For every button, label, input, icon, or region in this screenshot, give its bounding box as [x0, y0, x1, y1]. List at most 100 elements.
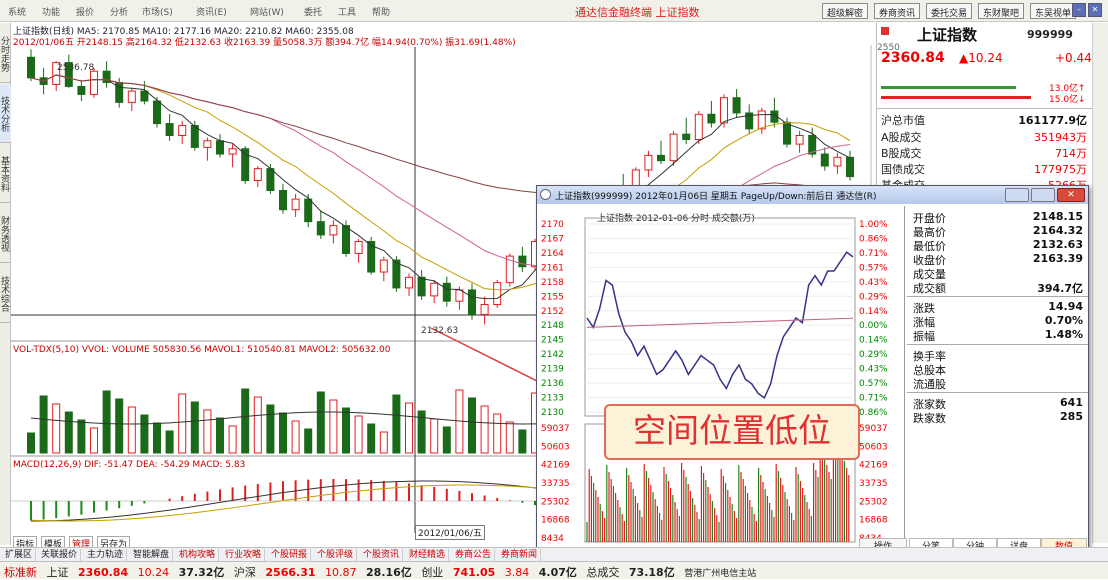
sub-tab[interactable]: 智能解盘: [130, 549, 174, 561]
sub-tab[interactable]: 行业攻略: [222, 549, 266, 561]
popup-maximize-button[interactable]: [1031, 188, 1055, 202]
sub-tab[interactable]: 关联报价: [38, 549, 82, 561]
sub-tab[interactable]: 个股评级: [314, 549, 358, 561]
chart-ma-header: 上证指数(日线) MA5: 2170.85 MA10: 2177.16 MA20…: [13, 27, 354, 37]
candle-body: [266, 168, 275, 192]
quote-change: ▲10.24: [959, 51, 1003, 65]
left-view-tabs: 分时走势 技术分析 基本资料 财务透视 技术综合: [0, 23, 11, 545]
sub-tab[interactable]: 机构攻略: [176, 549, 220, 561]
super-decrypt-button[interactable]: 超级解密: [822, 3, 869, 19]
candle-body: [354, 241, 363, 254]
volume-bar: [379, 431, 388, 454]
broker-info-button[interactable]: 券商资讯: [874, 3, 921, 19]
candle-body: [682, 133, 691, 140]
volume-bar: [253, 396, 262, 454]
close-icon[interactable]: ✕: [1088, 3, 1102, 17]
status-bar: 标准新 上证 2360.84 10.24 37.32亿 沪深 2566.31 1…: [0, 561, 1108, 579]
stat-row: 流通股: [913, 376, 1083, 391]
volume-bar: [405, 402, 413, 454]
candle-body: [216, 140, 224, 155]
sub-tab[interactable]: 财经精选: [406, 549, 450, 561]
menu-info[interactable]: 资讯(E): [196, 8, 227, 18]
volume-bar: [354, 415, 363, 454]
candle-body: [657, 154, 665, 162]
volume-bar: [64, 411, 73, 454]
sub-tab[interactable]: 个股资讯: [360, 549, 404, 561]
volume-bar: [102, 390, 111, 454]
menu-analysis[interactable]: 分析: [110, 8, 129, 18]
view-button[interactable]: 东吴视单: [1030, 3, 1077, 19]
sub-tab[interactable]: 主力轨迹: [84, 549, 128, 561]
popup-close-button[interactable]: ✕: [1057, 188, 1085, 202]
menu-tools[interactable]: 工具: [338, 8, 357, 18]
forum-button[interactable]: 东财聚吧: [978, 3, 1025, 19]
vol-tick-left: 33735: [541, 479, 570, 489]
status-item: 2566.31: [265, 566, 316, 579]
tab-finance[interactable]: 财务透视: [0, 205, 11, 263]
candle-body: [808, 134, 817, 155]
stat-value: 641: [1060, 396, 1083, 409]
menu-trade[interactable]: 委托: [304, 8, 323, 18]
y-tick-right: 0.14%: [859, 336, 888, 346]
sub-tab[interactable]: 券商新闻: [498, 549, 542, 561]
plot-frame: [584, 217, 856, 417]
flow-out-label: 15.0亿↓: [1049, 95, 1086, 105]
vol-tick-right: 59037: [859, 424, 888, 434]
menu-system[interactable]: 系统: [8, 8, 27, 18]
candle-body: [417, 276, 426, 297]
candle-body: [783, 121, 791, 145]
tab-composite[interactable]: 技术综合: [0, 265, 11, 323]
candle-body: [468, 289, 476, 315]
trade-button[interactable]: 委托交易: [926, 3, 973, 19]
sub-tab[interactable]: 券商公告: [452, 549, 496, 561]
stat-row: 开盘价 2148.15: [913, 210, 1083, 225]
app-title: 通达信金融终端 上证指数: [575, 6, 700, 19]
volume-bar: [165, 430, 174, 454]
candle-body: [291, 198, 300, 211]
y-tick-right: 0.71%: [859, 394, 888, 404]
sub-tab[interactable]: 扩展区: [2, 549, 37, 561]
stat-label: 最低价: [913, 240, 946, 253]
status-item: 3.84: [504, 566, 530, 579]
vol-tick-right: 42169: [859, 461, 888, 471]
candle-body: [720, 97, 728, 124]
stat-label: 换手率: [913, 350, 946, 363]
menu-quote[interactable]: 报价: [76, 8, 95, 18]
popup-title: 上证指数(999999) 2012年01月06日 星期五 PageUp/Down…: [537, 186, 1088, 204]
candle-body: [442, 282, 451, 302]
tab-technical[interactable]: 技术分析: [0, 85, 11, 143]
stat-label: 成交量: [913, 268, 946, 281]
vol-tick-left: 50603: [541, 442, 570, 452]
y-tick-left: 2130: [541, 408, 564, 418]
volume-bar: [329, 399, 338, 454]
quote-row: 沪总市值 161177.9亿: [881, 114, 1087, 127]
stat-row: 最高价 2164.32: [913, 224, 1083, 239]
menu-market[interactable]: 市场(S): [142, 8, 173, 18]
candle-body: [795, 134, 804, 145]
tab-intraday[interactable]: 分时走势: [0, 25, 11, 83]
quote-code: 999999: [1027, 28, 1073, 41]
status-item[interactable]: 标准新: [4, 566, 37, 579]
candle-body: [253, 168, 262, 182]
chart-date-line: 2012/01/06五 开2148.15 高2164.32 低2132.63 收…: [13, 38, 516, 48]
stat-label: 总股本: [913, 364, 946, 377]
volume-bar: [140, 414, 149, 454]
minimize-icon[interactable]: –: [1072, 3, 1086, 17]
intraday-chart-svg: 2170 1.00% 2167 0.86% 2164 0.71% 2161 0.57% 2158…: [541, 217, 888, 558]
menu-function[interactable]: 功能: [42, 8, 61, 18]
tab-basic-info[interactable]: 基本资料: [0, 145, 11, 203]
popup-minimize-button[interactable]: [1005, 188, 1029, 202]
candle-body: [342, 225, 350, 254]
stat-label: 振幅: [913, 330, 935, 343]
sub-tab[interactable]: 个股研报: [268, 549, 312, 561]
volume-bar: [480, 405, 489, 454]
y-tick-right: 0.00%: [859, 321, 888, 331]
menu-help[interactable]: 帮助: [372, 8, 391, 18]
volume-bar: [216, 417, 224, 454]
volume-bar: [90, 427, 98, 454]
intraday-popup[interactable]: 上证指数(999999) 2012年01月06日 星期五 PageUp/Down…: [536, 185, 1089, 558]
y-tick-right: 1.00%: [859, 220, 888, 230]
status-item: 73.18亿: [628, 566, 675, 579]
y-tick-right: 0.29%: [859, 350, 888, 360]
menu-website[interactable]: 网站(W): [250, 8, 284, 18]
